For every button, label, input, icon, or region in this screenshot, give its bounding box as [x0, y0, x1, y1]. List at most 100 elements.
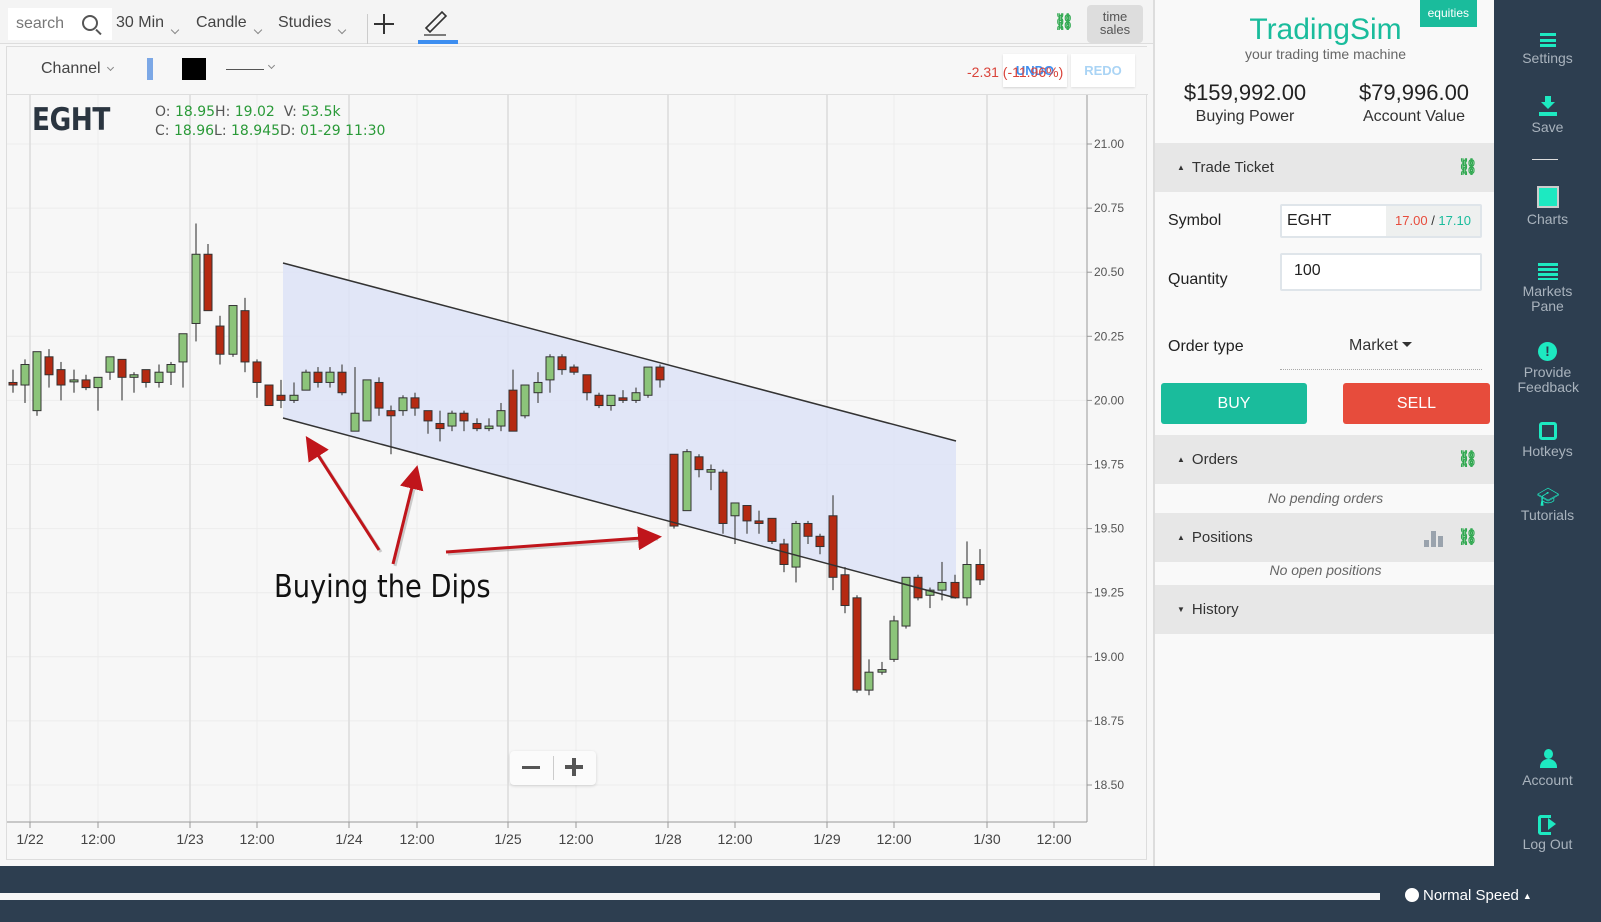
- candle: [374, 381, 384, 409]
- fill-color-swatch[interactable]: [147, 58, 153, 80]
- symbol-search-input[interactable]: search: [8, 8, 112, 40]
- candle: [435, 422, 445, 430]
- zoom-controls: [510, 751, 596, 785]
- x-tick-label: 12:00: [1036, 831, 1071, 847]
- buy-button[interactable]: BUY: [1161, 383, 1307, 424]
- candle: [852, 597, 862, 691]
- edit-icon: [1538, 422, 1557, 440]
- candlestick-chart[interactable]: 21.00 20.75 20.50 20.25 20.00 19.75 19.50 19.25…: [7, 95, 1148, 859]
- speed-control[interactable]: Normal Speed ▲: [1405, 886, 1532, 904]
- line-color-swatch[interactable]: [182, 58, 206, 80]
- drawing-tool-dropdown[interactable]: Channel: [41, 60, 114, 78]
- time-sales-button[interactable]: time sales: [1087, 5, 1143, 43]
- bid-ask-quote: 17.00 / 17.10: [1386, 206, 1480, 236]
- redo-button[interactable]: REDO: [1071, 54, 1135, 87]
- sidebar-item-tutorials[interactable]: 🎓︎ Tutorials: [1494, 488, 1601, 523]
- trade-ticket-header[interactable]: ▲ Trade Ticket ⛓: [1155, 143, 1496, 192]
- order-type-value: Market: [1349, 337, 1398, 354]
- sidebar-label: Tutorials: [1520, 507, 1575, 523]
- candle: [472, 422, 482, 430]
- studies-dropdown[interactable]: Studies: [278, 14, 347, 35]
- bid-price: 17.00: [1395, 213, 1428, 228]
- interval-dropdown[interactable]: 30 Min: [116, 14, 180, 35]
- x-tick-label: 1/30: [973, 831, 1000, 847]
- sidebar-label: Charts: [1526, 211, 1569, 227]
- chart-type-label: Candle: [196, 14, 247, 31]
- y-tick-label: 20.50: [1094, 265, 1124, 279]
- candle: [215, 325, 225, 355]
- section-title: Trade Ticket: [1191, 159, 1274, 176]
- candle: [718, 471, 728, 524]
- time-sales-label: sales: [1099, 22, 1131, 37]
- history-header[interactable]: ▼ History: [1155, 585, 1496, 634]
- ask-price: 17.10: [1438, 213, 1471, 228]
- candle: [264, 384, 274, 407]
- sidebar-label: Save: [1531, 119, 1564, 135]
- candle: [803, 522, 813, 537]
- sidebar-item-account[interactable]: Account: [1494, 749, 1601, 788]
- link-icon[interactable]: ⛓: [1457, 529, 1478, 546]
- candle: [742, 505, 752, 522]
- candle: [484, 425, 494, 430]
- candle: [815, 535, 825, 548]
- chevron-down-icon: [338, 25, 347, 35]
- candle: [44, 356, 54, 376]
- annotation-text: Buying the Dips: [274, 569, 491, 605]
- order-type-dropdown[interactable]: Market: [1349, 337, 1412, 355]
- buying-power: $159,992.00 Buying Power: [1165, 80, 1325, 126]
- link-icon[interactable]: ⛓: [1054, 14, 1075, 31]
- sidebar-item-save[interactable]: Save: [1494, 96, 1601, 135]
- candle: [350, 412, 360, 432]
- sidebar-item-markets-pane[interactable]: Markets Pane: [1494, 263, 1601, 314]
- chevron-down-icon: [170, 25, 180, 35]
- sidebar-item-charts[interactable]: Charts: [1494, 186, 1601, 227]
- sidebar-item-logout[interactable]: Log Out: [1494, 815, 1601, 852]
- candle: [975, 563, 985, 581]
- section-title: Positions: [1191, 529, 1253, 546]
- sidebar-item-hotkeys[interactable]: Hotkeys: [1494, 422, 1601, 459]
- y-tick-label: 19.50: [1094, 522, 1124, 536]
- search-icon[interactable]: [82, 15, 98, 31]
- candle: [313, 371, 323, 383]
- zoom-in-button[interactable]: [565, 758, 583, 776]
- candle: [545, 356, 555, 381]
- logout-icon: [1537, 815, 1558, 835]
- zoom-out-button[interactable]: [522, 766, 540, 769]
- sell-button[interactable]: SELL: [1343, 383, 1490, 424]
- pencil-icon: [424, 10, 448, 36]
- sidebar-item-settings[interactable]: Settings: [1494, 33, 1601, 66]
- x-tick-label: 12:00: [876, 831, 911, 847]
- divider: [1280, 369, 1482, 370]
- list-icon: [1537, 263, 1558, 280]
- link-icon[interactable]: ⛓: [1457, 451, 1478, 468]
- positions-header[interactable]: ▲ Positions ⛓: [1155, 513, 1496, 562]
- candle: [533, 381, 543, 394]
- link-icon[interactable]: ⛓: [1457, 159, 1478, 176]
- drawing-tool-button[interactable]: [418, 8, 458, 44]
- trade-panel: equities TradingSim your trading time ma…: [1153, 0, 1496, 866]
- candle: [569, 366, 579, 373]
- orders-header[interactable]: ▲ Orders ⛓: [1155, 435, 1496, 484]
- channel-drawing[interactable]: [283, 263, 956, 598]
- sidebar-item-feedback[interactable]: ! Provide Feedback: [1494, 342, 1601, 395]
- chevron-down-icon: [253, 25, 262, 35]
- drawing-toolbar: Channel UNDO REDO -2.31 (-11.96%): [7, 47, 1148, 95]
- download-icon: [1538, 96, 1557, 116]
- undo-button[interactable]: UNDO: [1003, 54, 1067, 87]
- line-style-dropdown[interactable]: [226, 69, 264, 70]
- playback-progress-bar[interactable]: [0, 893, 1380, 900]
- chart-type-dropdown[interactable]: Candle: [196, 14, 262, 35]
- candle: [69, 379, 79, 383]
- bar-chart-icon[interactable]: [1424, 531, 1444, 547]
- chevron-down-icon: [106, 63, 114, 72]
- candle: [669, 453, 679, 527]
- market-badge[interactable]: equities: [1419, 0, 1477, 27]
- symbol-input[interactable]: EGHT 17.00 / 17.10: [1280, 204, 1482, 238]
- crosshair-tool-button[interactable]: [372, 12, 396, 36]
- candle: [582, 374, 592, 394]
- quantity-input[interactable]: 100: [1280, 253, 1482, 291]
- candle: [508, 389, 518, 432]
- chart-toolbar: search 30 Min Candle Studies ⛓ time sales: [0, 0, 1153, 44]
- caret-up-icon: ▲: [1522, 891, 1532, 901]
- candle: [203, 253, 213, 312]
